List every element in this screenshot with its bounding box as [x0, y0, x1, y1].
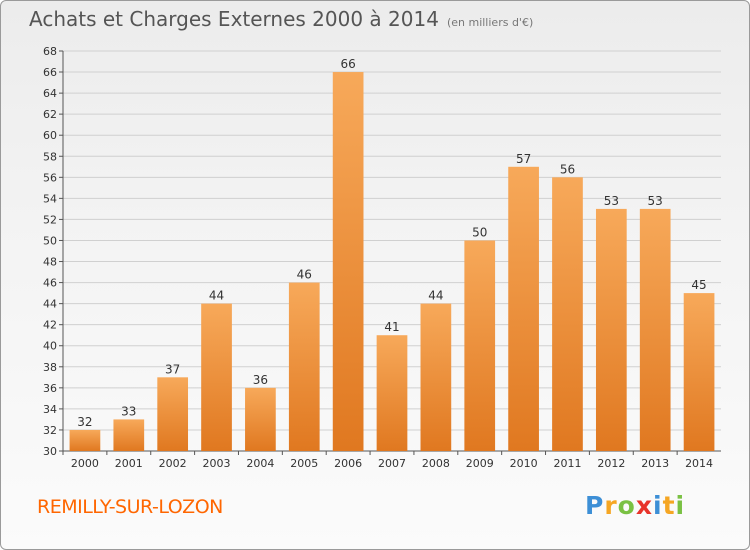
y-tick-label: 36 [43, 382, 57, 395]
bar-2005 [288, 282, 320, 451]
value-label-2008: 44 [428, 289, 443, 303]
y-tick-label: 44 [43, 298, 57, 311]
x-tick-label-2004: 2004 [246, 457, 274, 470]
bar-2002 [157, 377, 189, 451]
bar-2006 [332, 72, 364, 451]
x-tick-label-2006: 2006 [334, 457, 362, 470]
bar-2000 [69, 429, 101, 451]
y-tick-label: 38 [43, 361, 57, 374]
y-tick-label: 56 [43, 171, 57, 184]
x-tick-label-2007: 2007 [378, 457, 406, 470]
bar-2007 [376, 335, 408, 451]
value-label-2014: 45 [691, 278, 706, 292]
y-tick-label: 48 [43, 256, 57, 269]
y-tick-label: 40 [43, 340, 57, 353]
x-tick-label-2014: 2014 [685, 457, 713, 470]
chart-title: Achats et Charges Externes 2000 à 2014 (e… [29, 7, 533, 31]
x-tick-label-2005: 2005 [290, 457, 318, 470]
value-label-2009: 50 [472, 225, 487, 239]
y-tick-label: 54 [43, 192, 57, 205]
y-tick-label: 42 [43, 319, 57, 332]
bar-2013 [639, 208, 671, 451]
bars [69, 72, 715, 451]
y-tick-label: 50 [43, 234, 57, 247]
x-tick-label-2000: 2000 [71, 457, 99, 470]
bar-2014 [683, 293, 715, 451]
value-label-2011: 56 [560, 162, 575, 176]
value-label-2005: 46 [297, 268, 312, 282]
y-tick-label: 34 [43, 403, 57, 416]
value-label-2012: 53 [604, 194, 619, 208]
bar-2003 [201, 303, 232, 451]
x-tick-label-2008: 2008 [422, 457, 450, 470]
logo-letter: r [604, 491, 618, 520]
bar-2010 [508, 166, 539, 451]
bar-2009 [464, 240, 496, 451]
value-label-2000: 32 [77, 415, 92, 429]
y-tick-label: 58 [43, 150, 57, 163]
logo-letter: P [585, 491, 605, 520]
logo-letter: o [617, 491, 636, 520]
x-tick-label-2002: 2002 [159, 457, 187, 470]
y-tick-label: 32 [43, 424, 57, 437]
x-tick-label-2001: 2001 [115, 457, 143, 470]
x-tick-label-2009: 2009 [466, 457, 494, 470]
value-label-2003: 44 [209, 289, 224, 303]
value-label-2010: 57 [516, 152, 531, 166]
bar-chart: 30 32 34 36 38 40 42 44 46 48 50 52 54 56 58 60 62 64 66 68… [43, 45, 721, 470]
y-tick-label: 66 [43, 66, 57, 79]
value-label-2002: 37 [165, 362, 180, 376]
y-tick-label: 52 [43, 213, 57, 226]
value-label-2001: 33 [121, 404, 136, 418]
chart-unit: (en milliers d'€) [446, 16, 534, 29]
logo-letter: i [653, 491, 663, 520]
y-tick-label: 62 [43, 108, 57, 121]
logo-letter: t [662, 491, 676, 520]
bar-2012 [595, 208, 627, 451]
x-tick-label-2003: 2003 [203, 457, 231, 470]
value-label-2013: 53 [648, 194, 663, 208]
y-tick-label: 30 [43, 445, 57, 458]
x-tick-label-2012: 2012 [597, 457, 625, 470]
bar-2008 [420, 303, 452, 451]
x-tick-label-2013: 2013 [641, 457, 669, 470]
bar-2011 [552, 177, 583, 451]
y-tick-label: 60 [43, 129, 57, 142]
town-name: REMILLY-SUR-LOZON [37, 496, 223, 518]
bar-2001 [113, 419, 145, 451]
proxiti-logo[interactable]: Proxiti [585, 491, 685, 520]
y-tick-label: 68 [43, 45, 57, 58]
y-tick-label: 46 [43, 277, 57, 290]
value-label-2006: 66 [340, 57, 355, 71]
logo-letter: x [635, 491, 653, 520]
value-label-2004: 36 [253, 373, 268, 387]
bar-2004 [245, 387, 276, 451]
data-labels: 32 33 37 44 36 46 66 41 44 50 57 56 53 53 45 [77, 57, 706, 429]
logo-letter: i [675, 491, 686, 520]
chart-title-text: Achats et Charges Externes 2000 à 2014 [29, 7, 439, 31]
x-tick-label-2010: 2010 [510, 457, 538, 470]
value-label-2007: 41 [384, 320, 399, 334]
x-tick-label-2011: 2011 [553, 457, 581, 470]
y-tick-label: 64 [43, 87, 57, 100]
